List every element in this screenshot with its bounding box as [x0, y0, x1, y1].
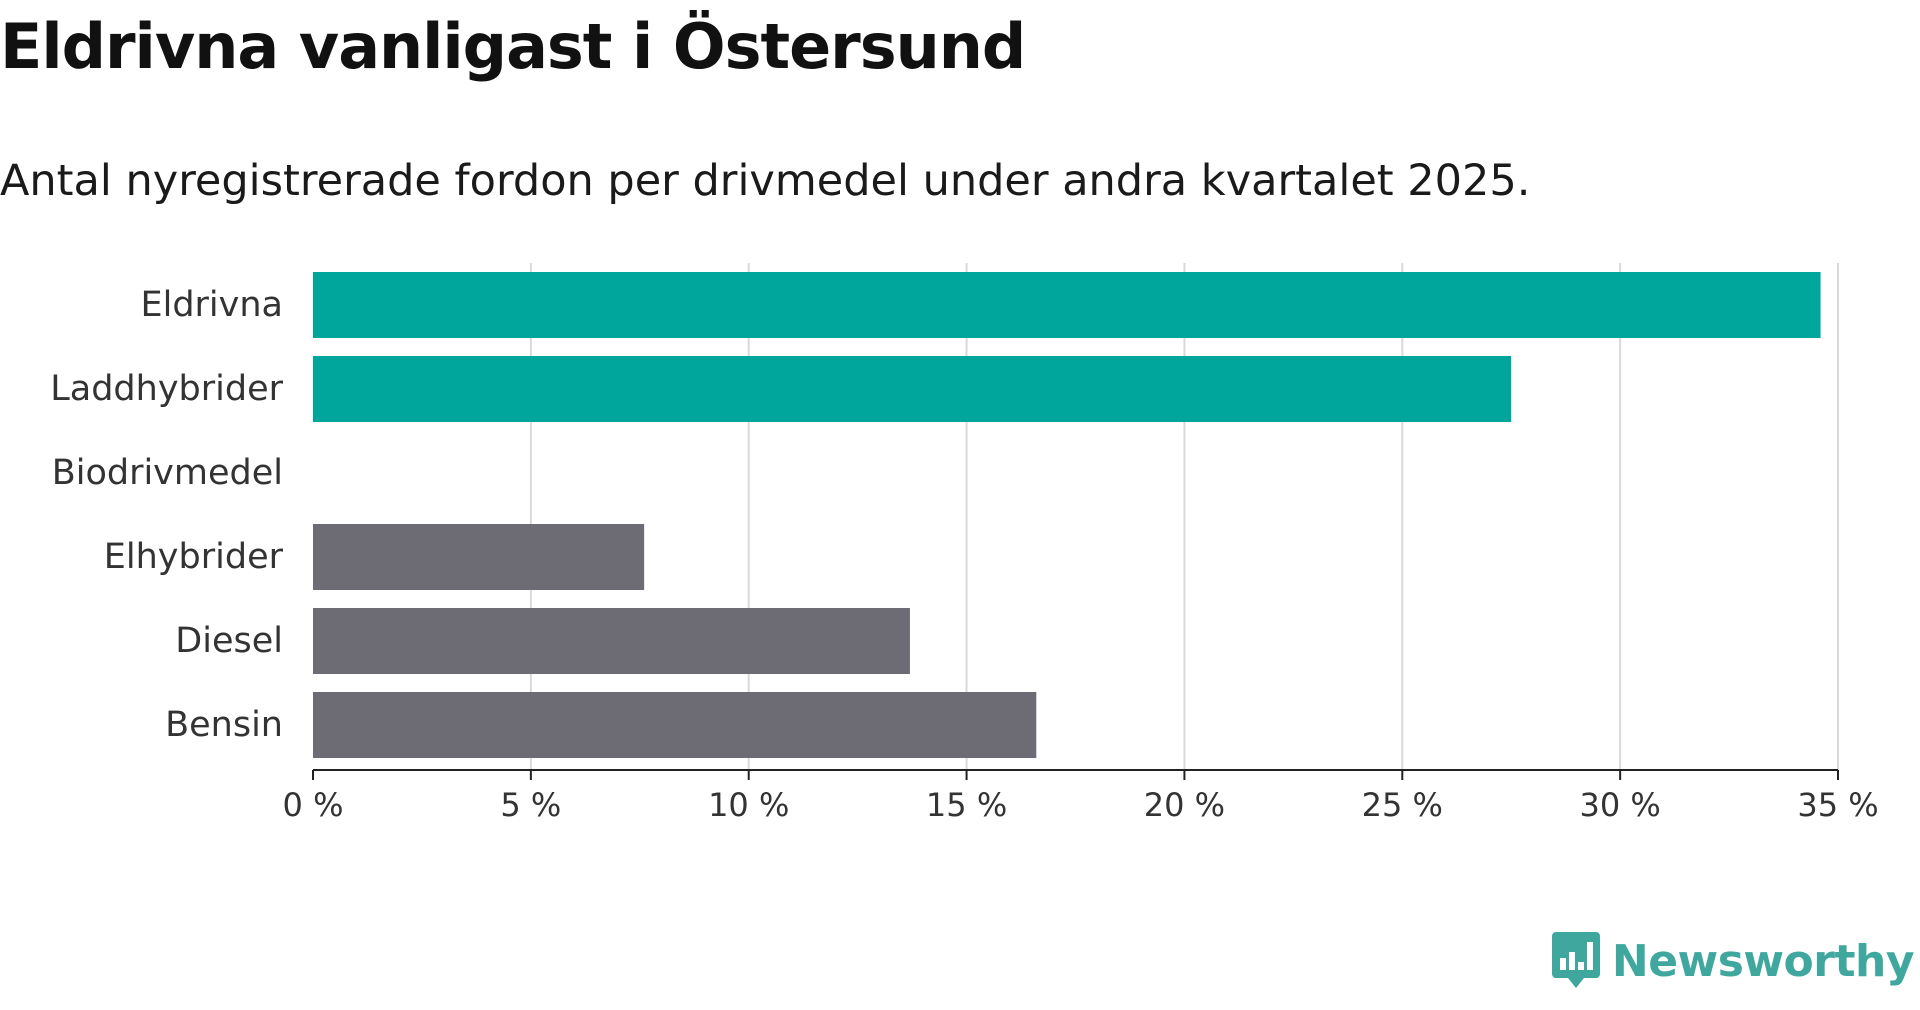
category-label: Eldrivna — [140, 285, 283, 325]
category-label: Elhybrider — [104, 537, 284, 577]
bars — [313, 272, 1821, 758]
chart-subtitle: Antal nyregistrerade fordon per drivmede… — [0, 156, 1531, 206]
x-tick-label: 0 % — [283, 786, 344, 824]
category-label: Diesel — [175, 621, 283, 661]
x-tick-label: 15 % — [926, 786, 1007, 824]
category-label: Bensin — [165, 705, 283, 745]
x-tick-label: 35 % — [1797, 786, 1878, 824]
gridlines — [529, 263, 1839, 770]
x-tick-label: 20 % — [1144, 786, 1225, 824]
brand-name: Newsworthy — [1611, 935, 1915, 987]
x-tick-label: 5 % — [500, 786, 561, 824]
x-tick-label: 25 % — [1362, 786, 1443, 824]
bar-bensin — [313, 692, 1037, 758]
bar-chart-speech-bubble-icon — [1551, 932, 1600, 988]
bar-eldrivna — [313, 272, 1821, 338]
x-tick-label: 10 % — [708, 786, 789, 824]
bar-chart: Eldrivna Laddhybrider Biodrivmedel Elhybrid… — [50, 263, 1879, 824]
category-label: Laddhybrider — [50, 369, 283, 409]
x-tick-label: 30 % — [1579, 786, 1660, 824]
bar-elhybrider — [313, 524, 645, 590]
category-labels: Eldrivna Laddhybrider Biodrivmedel Elhybrid… — [50, 285, 283, 745]
chart-title: Eldrivna vanligast i Östersund — [0, 10, 1026, 83]
bar-laddhybrider — [313, 356, 1512, 422]
brand-logo: Newsworthy — [1551, 932, 1915, 990]
x-axis: 0 % 5 % 10 % 15 % 20 % 25 % 30 % 35 % — [283, 769, 1879, 824]
category-label: Biodrivmedel — [52, 453, 283, 493]
bar-diesel — [313, 608, 910, 674]
